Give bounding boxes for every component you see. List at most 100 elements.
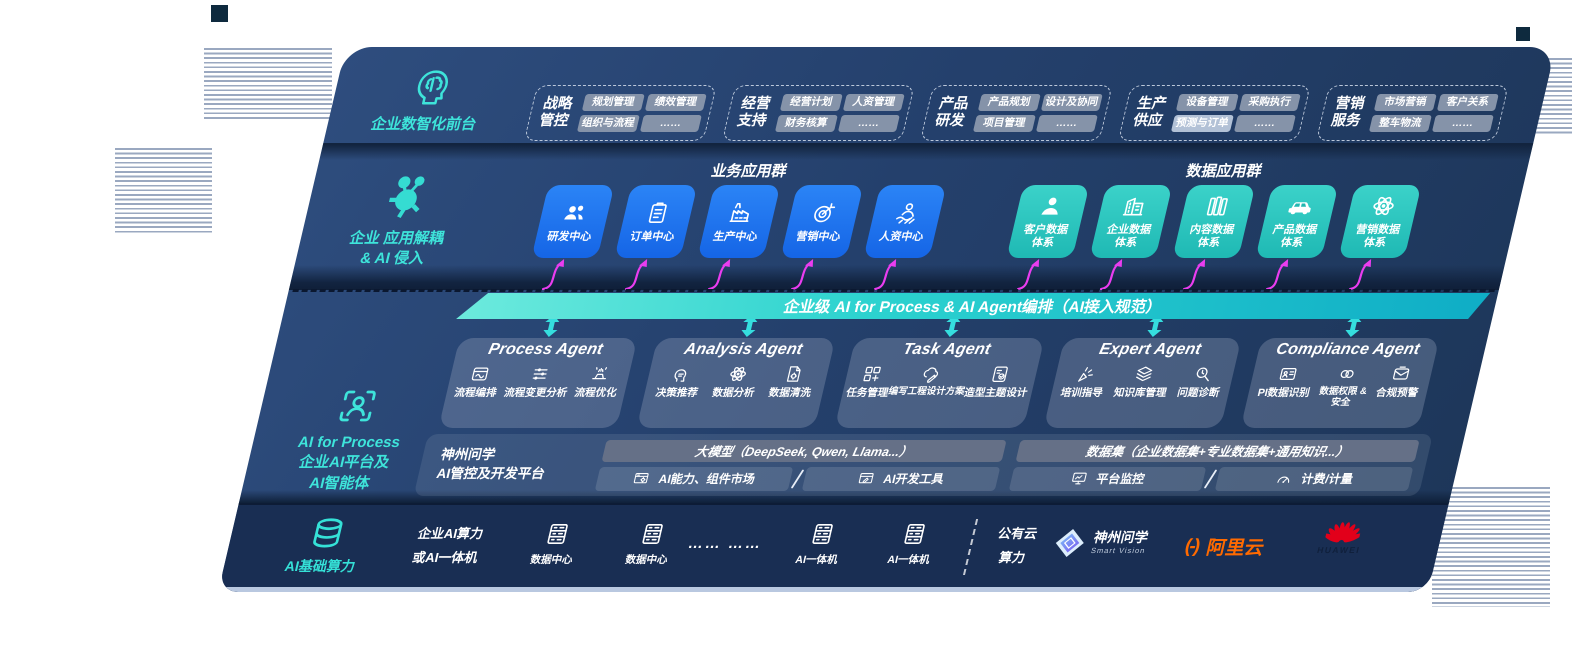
server-label: AI一体机 — [794, 554, 839, 566]
ai-platform-line2: 企业AI平台及 — [297, 454, 392, 472]
magenta-arrow — [541, 259, 565, 291]
server-node: AI一体机 — [794, 521, 847, 567]
platform-cell-label: 计费/计量 — [1299, 472, 1355, 486]
server-node: 数据中心 — [624, 521, 677, 567]
business-center-tile: 订单中心 — [614, 185, 698, 258]
module-tag: 绩效管理 — [644, 94, 707, 111]
front-office-groups: 战略管控 规划管理 绩效管理 组织与流程…… 经营支持 经营计划 人资管理 财务核算……… — [523, 85, 1509, 141]
server-icon — [899, 521, 931, 547]
agent-capability: 任务管理 — [845, 364, 895, 399]
agent-capability: 流程编排 — [453, 364, 503, 399]
target-icon — [808, 200, 840, 226]
platform-strip: 神州问学 AI管控及开发平台 大模型（DeepSeek, Qwen, Llama… — [413, 434, 1434, 496]
cardcheck-icon — [988, 364, 1013, 384]
module-tag: 整车物流 — [1368, 115, 1432, 132]
agent-box: Process Agent 流程编排 流程变更分析 流程优化 — [438, 315, 638, 428]
clipboard-icon — [642, 200, 674, 226]
front-office-group: 营销服务 市场营销 客户关系 整车物流…… — [1315, 85, 1509, 141]
alibaba-bracket-mark: (-) — [1182, 535, 1201, 557]
front-office-label: 企业数智化前台 — [325, 61, 534, 135]
sliders-icon — [528, 364, 553, 384]
group-title: 生产供应 — [1131, 95, 1169, 129]
magenta-arrow — [1099, 259, 1123, 291]
tile-label: 内容数据 体系 — [1188, 224, 1236, 249]
capability-label: 流程编排 — [453, 387, 498, 399]
module-tag: 经营计划 — [779, 94, 843, 111]
atom-icon — [725, 364, 750, 384]
decoupling-line1: 企业 应用解耦 — [347, 230, 446, 247]
winwave-icon — [468, 364, 493, 384]
compute-label: AI基础算力 — [283, 517, 367, 576]
books-icon — [1201, 193, 1233, 219]
capability-label: 培训指导 — [1059, 387, 1105, 399]
stripe-decoration — [1432, 487, 1550, 607]
module-tag: …… — [639, 115, 702, 132]
platform-cell-label: AI能力、组件市场 — [657, 472, 757, 486]
module-tag: 市场营销 — [1373, 94, 1437, 111]
server-label: 数据中心 — [529, 554, 574, 566]
module-tag: 财务核算 — [774, 115, 838, 132]
molecule-icon — [378, 173, 436, 223]
capability-label: 造型主题设计 — [962, 387, 1029, 399]
agent-title: Task Agent — [901, 341, 993, 358]
platform-name: AI管控及开发平台 — [435, 466, 547, 481]
dataset-cells: 平台监控 计费/计量 — [1008, 466, 1414, 491]
platform-cell: 平台监控 — [1008, 466, 1207, 491]
moncht-icon — [1068, 470, 1089, 487]
magenta-arrow — [1016, 259, 1040, 291]
front-office-group: 经营支持 经营计划 人资管理 财务核算…… — [721, 85, 915, 141]
idcard-icon — [1276, 364, 1301, 384]
server-icon — [542, 521, 574, 547]
capability-label: 问题诊断 — [1175, 387, 1221, 399]
mailwarn-icon — [1389, 364, 1414, 384]
tile-label: 产品数据 体系 — [1271, 224, 1319, 249]
shenzhou-wenxue-logo: 神州问学 Smart Vision — [1050, 527, 1151, 559]
agent-box: Analysis Agent 决策推荐 数据分析 数据清洗 — [636, 315, 836, 428]
stripe-decoration — [204, 48, 332, 120]
winpen-icon — [856, 470, 877, 487]
database-icon — [306, 517, 350, 551]
ellipsis-text: …… …… — [686, 535, 765, 552]
capability-label: PI数据识别 — [1256, 387, 1311, 399]
agent-title: Compliance Agent — [1274, 341, 1422, 358]
business-tiles: 研发中心 订单中心 生产中心 营销中心 人资中心 — [531, 185, 947, 291]
module-tag: 人资管理 — [842, 94, 905, 111]
grid-icon — [859, 364, 884, 384]
platform-cell-label: 平台监控 — [1094, 472, 1147, 486]
agent-capability: 数据分析 — [711, 364, 761, 399]
platform-brand: 神州问学 — [439, 447, 497, 463]
tile-label: 客户数据 体系 — [1022, 224, 1070, 249]
module-tag: 设备管理 — [1175, 94, 1239, 111]
agent-capability: 流程变更分析 — [503, 364, 574, 399]
business-group-title: 业务应用群 — [709, 163, 789, 180]
person-wave-icon — [891, 200, 923, 226]
capability-label: 数据清洗 — [767, 387, 813, 399]
module-tag: …… — [1035, 115, 1098, 132]
capability-label: 流程优化 — [573, 387, 619, 399]
ai-platform-label: AI for Process 企业AI平台及 AI智能体 — [241, 385, 459, 494]
public-cloud-text: 公有云 算力 — [996, 526, 1039, 565]
wingear-icon — [631, 470, 652, 487]
model-cells: AI能力、组件市场 AI开发工具 — [594, 466, 1000, 491]
server-label: 数据中心 — [624, 554, 669, 566]
capability-label: 决策推荐 — [654, 387, 700, 399]
dataset-module: 数据集（企业数据集+专业数据集+通用知识...） 平台监控 计费/计量 — [1008, 439, 1420, 491]
module-tag: …… — [1233, 115, 1296, 132]
data-system-tile: 内容数据 体系 — [1172, 185, 1256, 258]
agent-capability: 培训指导 — [1059, 364, 1109, 399]
dashed-vertical-divider — [962, 519, 979, 575]
group-title: 战略管控 — [537, 95, 575, 129]
dataset-bar: 数据集（企业数据集+专业数据集+通用知识...） — [1015, 439, 1420, 462]
sparkle-icon — [588, 364, 613, 384]
docgear-icon — [782, 364, 807, 384]
square-decoration — [211, 5, 228, 22]
tile-label: 营销数据 体系 — [1354, 224, 1402, 249]
magenta-arrow — [624, 259, 648, 291]
group-title: 产品研发 — [933, 95, 971, 129]
capability-label: 数据分析 — [710, 387, 756, 399]
agent-title: Process Agent — [486, 341, 605, 358]
module-tag: 规划管理 — [581, 94, 645, 111]
module-tag: 项目管理 — [972, 115, 1036, 132]
compute-layer: AI基础算力 企业AI算力 或AI一体机 数据中心 数据中心 …… …… AI一体… — [218, 503, 1449, 592]
